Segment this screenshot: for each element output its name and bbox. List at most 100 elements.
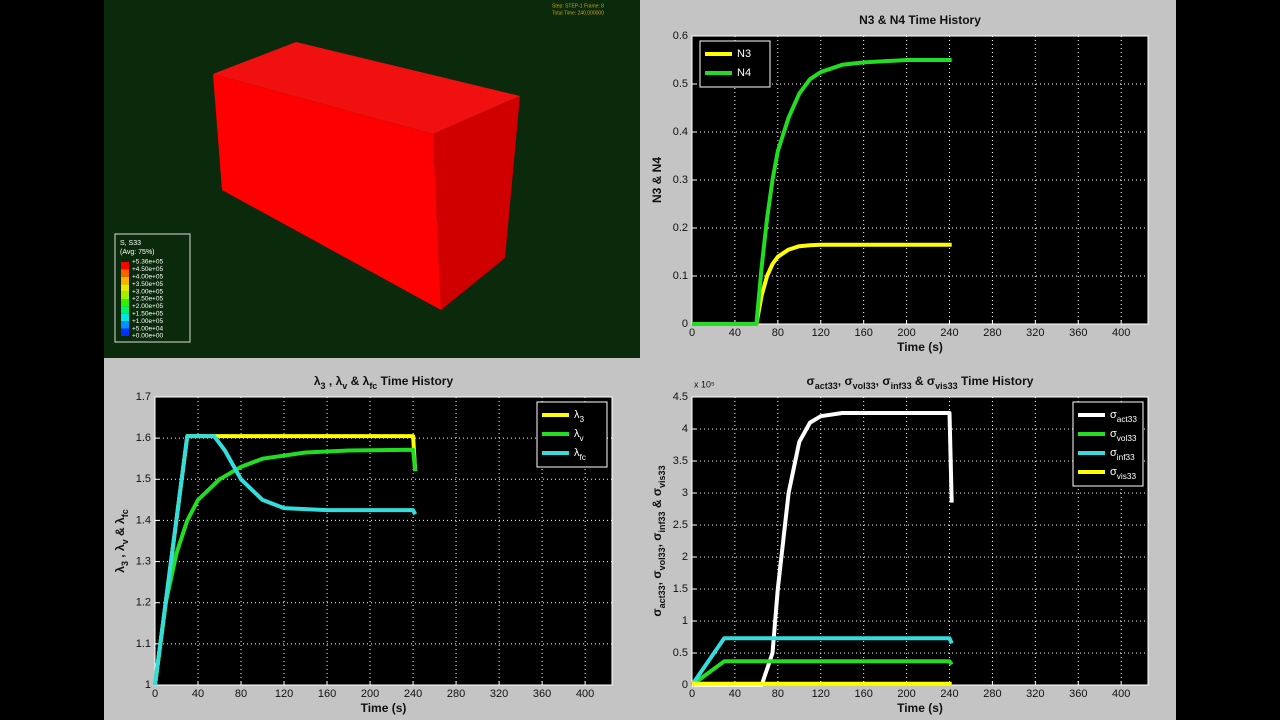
y-axis-label: σact33, σvol33, σinf33 & σvis33 xyxy=(650,465,667,616)
x-tick-label: 40 xyxy=(192,688,204,700)
x-tick-label: 360 xyxy=(533,688,551,700)
x-tick-label: 80 xyxy=(772,327,784,339)
x-tick-label: 240 xyxy=(940,327,958,339)
legend-label: +5.36e+05 xyxy=(132,259,163,266)
legend-label: N4 xyxy=(737,67,751,79)
legend-label: +2.50e+05 xyxy=(132,296,163,303)
y-tick-label: 4.5 xyxy=(673,391,688,403)
x-tick-label: 320 xyxy=(1026,327,1044,339)
x-tick-label: 360 xyxy=(1069,688,1087,700)
legend-label: N3 xyxy=(737,48,751,60)
y-tick-label: 4 xyxy=(682,423,688,435)
x-axis-label: Time (s) xyxy=(361,701,407,715)
x-tick-label: 240 xyxy=(940,688,958,700)
legend-label: +1.50e+05 xyxy=(132,311,163,318)
y-tick-label: 1 xyxy=(145,679,151,691)
status-text: Total Time: 240.000000 xyxy=(552,10,604,16)
x-tick-label: 0 xyxy=(152,688,158,700)
y-tick-label: 1.7 xyxy=(136,391,151,403)
axes-frame xyxy=(154,396,613,686)
y-axis-label: λ3 , λv & λfc xyxy=(113,509,130,572)
legend-label: +4.00e+05 xyxy=(132,274,163,281)
legend-label: +1.00e+05 xyxy=(132,318,163,325)
x-tick-label: 120 xyxy=(812,688,830,700)
y-tick-label: 1.5 xyxy=(136,473,151,485)
y-tick-label: 0.4 xyxy=(673,126,688,138)
box-top xyxy=(213,42,520,134)
x-tick-label: 0 xyxy=(689,688,695,700)
y-tick-label: 1 xyxy=(682,615,688,627)
x-tick-label: 280 xyxy=(983,688,1001,700)
x-tick-label: 400 xyxy=(576,688,594,700)
x-tick-label: 200 xyxy=(897,688,915,700)
legend-swatch xyxy=(121,306,129,314)
legend-box xyxy=(699,40,771,88)
y-tick-label: 0 xyxy=(682,318,688,330)
legend-swatch xyxy=(121,269,129,277)
series-line xyxy=(692,58,952,326)
x-tick-label: 360 xyxy=(1069,327,1087,339)
y-tick-label: 0.5 xyxy=(673,78,688,90)
legend-label: +5.00e+04 xyxy=(132,325,163,332)
x-tick-label: 320 xyxy=(490,688,508,700)
y-tick-label: 0.1 xyxy=(673,270,688,282)
legend-label: λ3 xyxy=(574,409,585,424)
y-tick-label: 0.5 xyxy=(673,647,688,659)
y-tick-label: 0 xyxy=(682,679,688,691)
series-line xyxy=(692,242,952,326)
x-tick-label: 80 xyxy=(772,688,784,700)
x-tick-label: 200 xyxy=(361,688,379,700)
y-tick-label: 1.5 xyxy=(673,583,688,595)
status-text: Step: STEP-1 Frame: 8 xyxy=(552,3,604,9)
x-tick-label: 0 xyxy=(689,327,695,339)
y-tick-label: 1.6 xyxy=(136,432,151,444)
x-tick-label: 280 xyxy=(447,688,465,700)
x-tick-label: 400 xyxy=(1112,327,1130,339)
legend-title: S, S33 xyxy=(120,240,141,247)
y-tick-label: 1.1 xyxy=(136,638,151,650)
y-tick-label: 3 xyxy=(682,487,688,499)
x-tick-label: 320 xyxy=(1026,688,1044,700)
box-front xyxy=(213,74,441,310)
plot-area xyxy=(155,397,612,685)
y-tick-label: 2 xyxy=(682,551,688,563)
legend-swatch xyxy=(121,328,129,336)
y-tick-label: 0.6 xyxy=(673,30,688,42)
x-tick-label: 160 xyxy=(854,688,872,700)
x-axis-label: Time (s) xyxy=(897,340,943,354)
y-tick-label: 3.5 xyxy=(673,455,688,467)
legend-label: +0.00e+00 xyxy=(132,333,163,340)
x-tick-label: 400 xyxy=(1112,688,1130,700)
box-side xyxy=(433,96,520,310)
y-tick-label: 2.5 xyxy=(673,519,688,531)
y-tick-label: 1.3 xyxy=(136,555,151,567)
x-tick-label: 120 xyxy=(812,327,830,339)
legend-subtitle: (Avg: 75%) xyxy=(120,249,155,256)
x-tick-label: 240 xyxy=(404,688,422,700)
legend-swatch xyxy=(121,299,129,307)
series-line xyxy=(153,447,418,686)
legend-swatch xyxy=(121,313,129,322)
y-tick-label: 0.3 xyxy=(673,174,688,186)
x-tick-label: 40 xyxy=(729,688,741,700)
series-line xyxy=(690,636,954,687)
x-tick-label: 160 xyxy=(318,688,336,700)
y-tick-label: 0.2 xyxy=(673,222,688,234)
x-tick-label: 160 xyxy=(854,327,872,339)
legend-label: +2.00e+05 xyxy=(132,303,163,310)
y-axis-label: N3 & N4 xyxy=(650,157,664,203)
legend-swatch xyxy=(121,291,129,299)
x-tick-label: 40 xyxy=(729,327,741,339)
axes-frame xyxy=(691,35,1149,325)
x-tick-label: 280 xyxy=(983,327,1001,339)
legend-label: +3.50e+05 xyxy=(132,281,163,288)
series-line xyxy=(690,659,954,687)
series-line xyxy=(153,434,417,686)
x-tick-label: 120 xyxy=(275,688,293,700)
axis-multiplier: x 10⁵ xyxy=(694,379,715,389)
y-tick-label: 1.2 xyxy=(136,597,151,609)
x-tick-label: 200 xyxy=(897,327,915,339)
legend-label: λv xyxy=(574,428,585,443)
contour-legend xyxy=(114,233,191,343)
